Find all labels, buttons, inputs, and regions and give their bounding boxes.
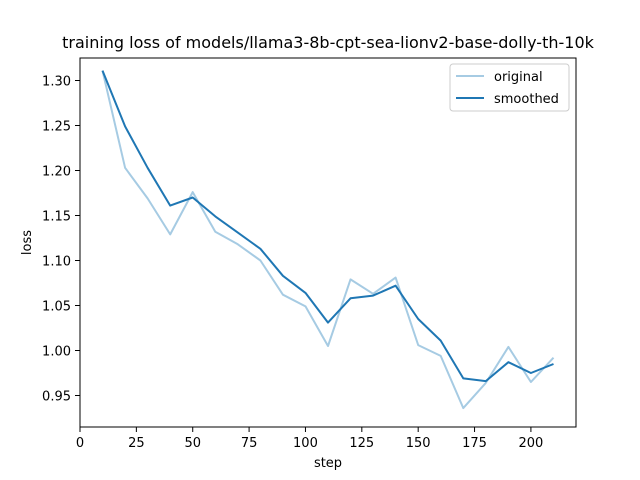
y-tick-label: 1.00 [42, 345, 71, 360]
y-axis-label: loss [20, 230, 35, 255]
legend-label-smoothed: smoothed [494, 92, 559, 107]
x-tick-label: 175 [462, 436, 487, 451]
legend-label-original: original [494, 70, 543, 85]
y-tick-label: 1.15 [42, 210, 71, 225]
plot-lines [101, 70, 555, 410]
legend: original smoothed [449, 63, 570, 112]
x-tick-label: 125 [349, 436, 374, 451]
x-tick-label: 150 [406, 436, 431, 451]
y-tick-label: 1.30 [42, 75, 71, 90]
y-tick-label: 1.10 [42, 255, 71, 270]
series-line-original [101, 70, 555, 410]
x-axis-label: step [314, 456, 342, 471]
y-tick-label: 0.95 [42, 390, 71, 405]
chart-title: training loss of models/llama3-8b-cpt-se… [62, 33, 595, 52]
series-line-smoothed [101, 70, 554, 383]
y-axis: 0.95 1.00 1.05 1.10 1.15 1.20 1.25 1.30 [42, 75, 80, 405]
x-axis: 0 25 50 75 100 125 150 175 200 [76, 427, 543, 451]
x-tick-label: 0 [76, 436, 84, 451]
x-tick-label: 25 [128, 436, 145, 451]
x-tick-label: 100 [293, 436, 318, 451]
y-tick-label: 1.20 [42, 165, 71, 180]
plot-frame [79, 57, 577, 428]
y-tick-label: 1.25 [42, 120, 71, 135]
x-tick-label: 50 [184, 436, 201, 451]
x-tick-label: 75 [241, 436, 258, 451]
y-tick-label: 1.05 [42, 300, 71, 315]
x-tick-label: 200 [518, 436, 543, 451]
